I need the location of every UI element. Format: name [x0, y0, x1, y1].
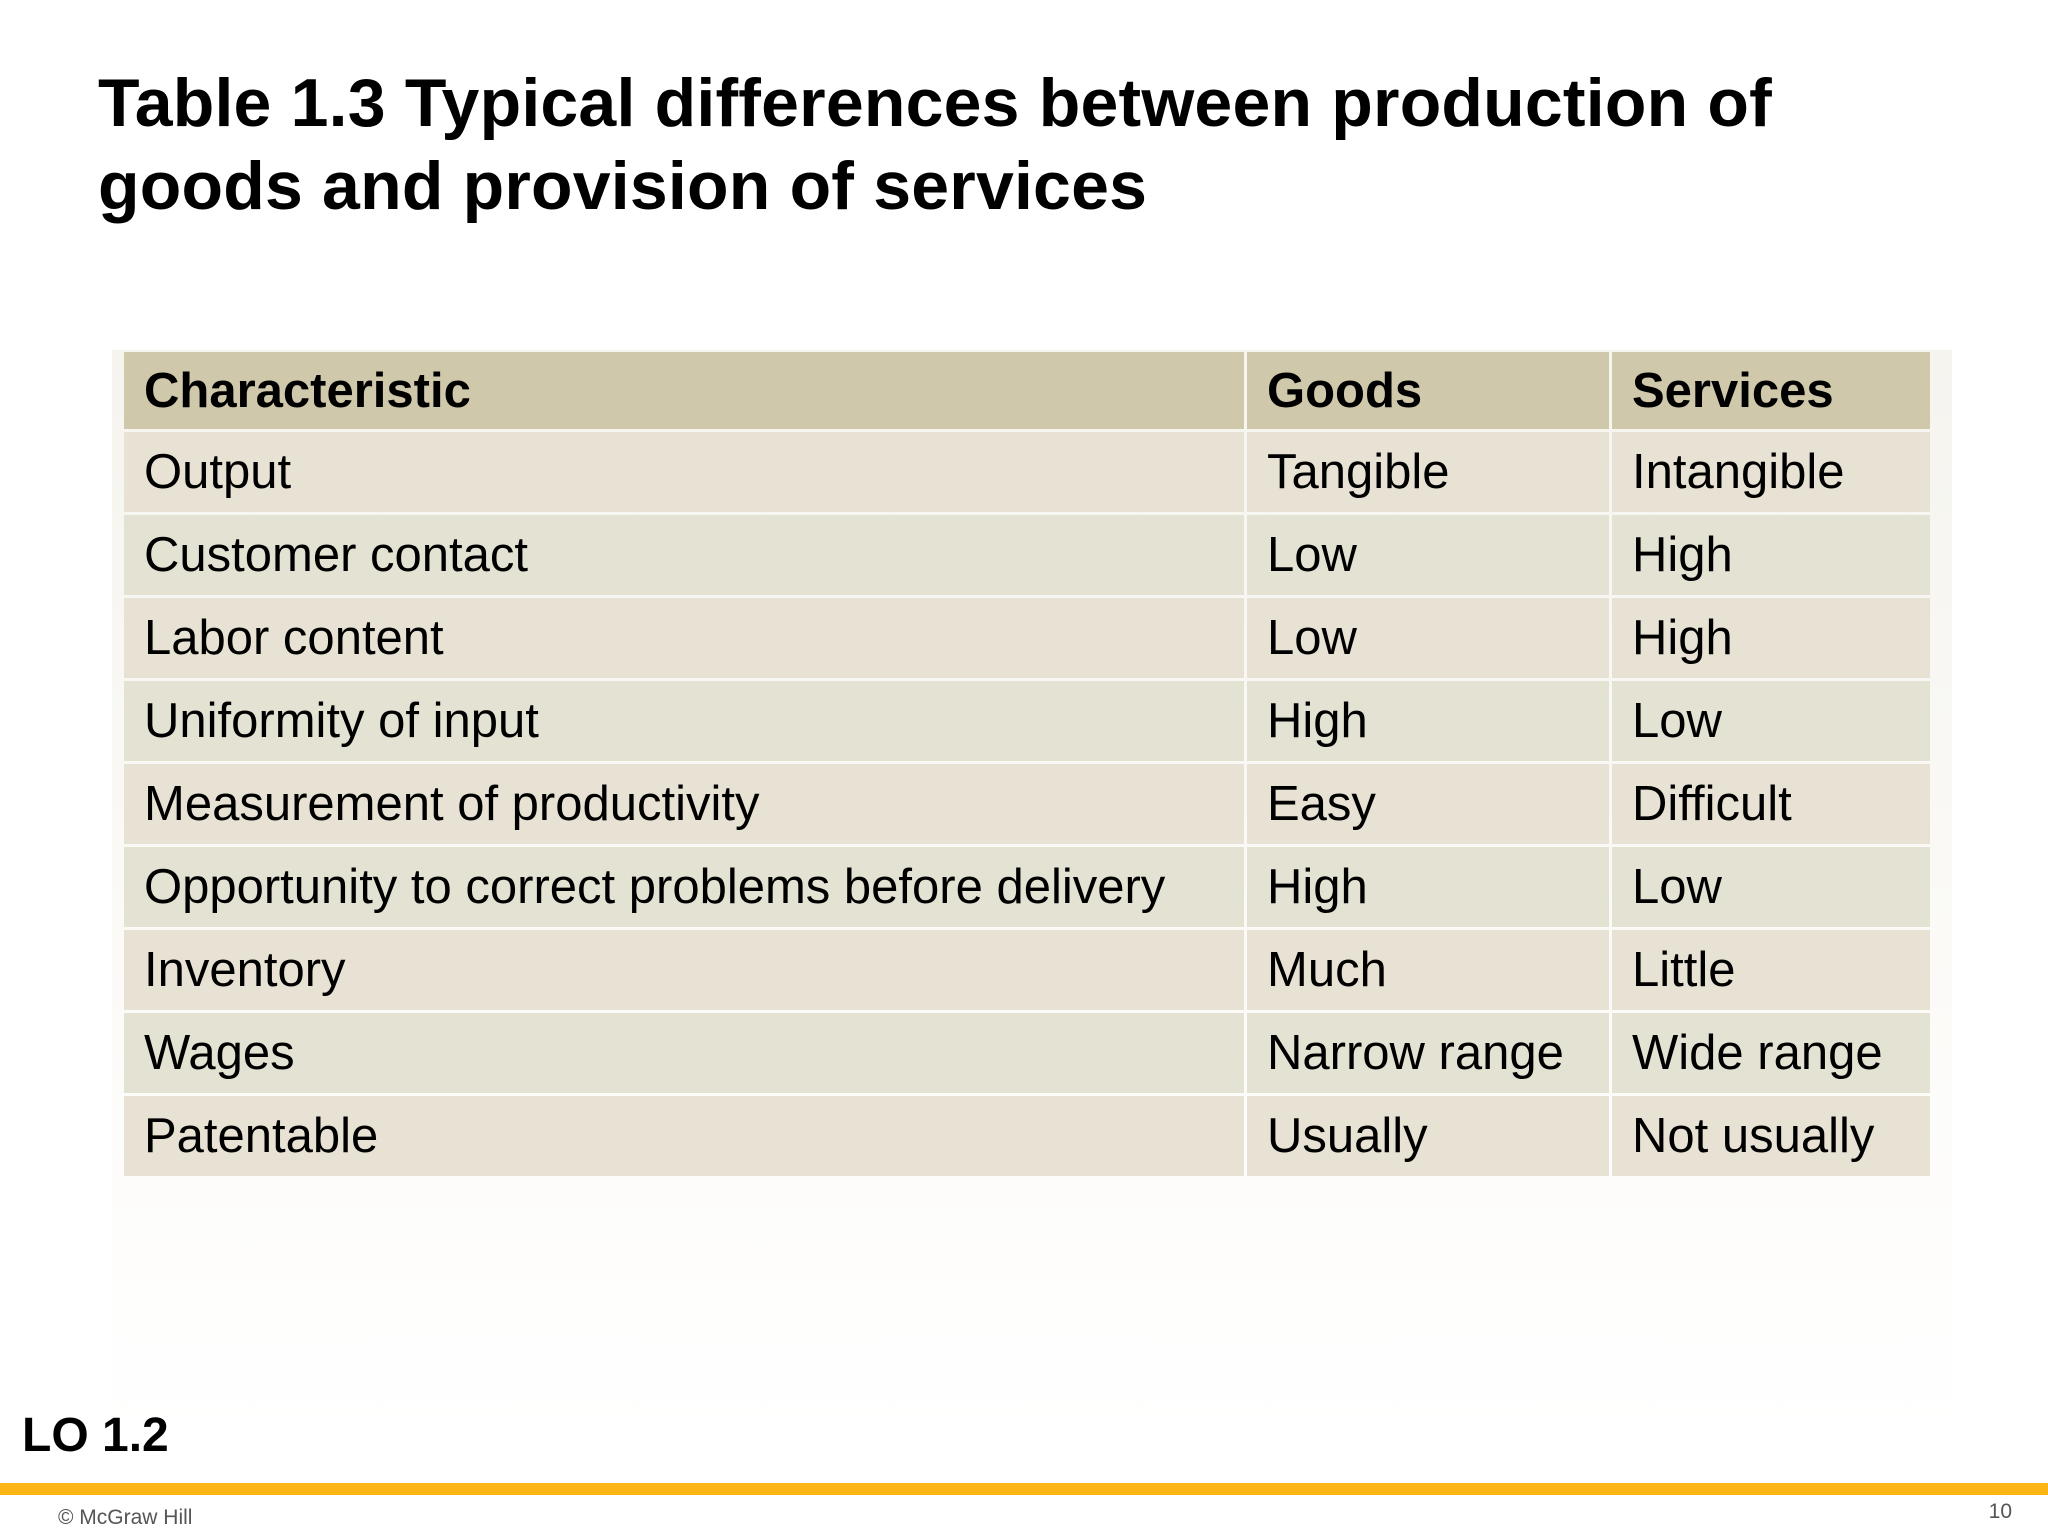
header-characteristic: Characteristic	[124, 352, 1244, 429]
cell-goods: Easy	[1247, 764, 1609, 844]
cell-goods: High	[1247, 681, 1609, 761]
slide-title: Table 1.3 Typical differences between pr…	[98, 62, 1918, 228]
cell-services: Wide range	[1612, 1013, 1930, 1093]
table-row: Labor content Low High	[124, 598, 1930, 678]
cell-goods: High	[1247, 847, 1609, 927]
cell-characteristic: Labor content	[124, 598, 1244, 678]
page-number: 10	[1988, 1500, 2012, 1523]
title-line-2: goods and provision of services	[98, 148, 1148, 224]
cell-goods: Much	[1247, 930, 1609, 1010]
cell-services: Low	[1612, 847, 1930, 927]
cell-characteristic: Measurement of productivity	[124, 764, 1244, 844]
cell-characteristic: Uniformity of input	[124, 681, 1244, 761]
cell-characteristic: Inventory	[124, 930, 1244, 1010]
cell-goods: Usually	[1247, 1096, 1609, 1176]
cell-goods: Low	[1247, 598, 1609, 678]
cell-characteristic: Opportunity to correct problems before d…	[124, 847, 1244, 927]
header-goods: Goods	[1247, 352, 1609, 429]
cell-characteristic: Patentable	[124, 1096, 1244, 1176]
table-row: Inventory Much Little	[124, 930, 1930, 1010]
cell-services: Little	[1612, 930, 1930, 1010]
footer-accent-bar	[0, 1483, 2048, 1495]
learning-objective-label: LO 1.2	[22, 1409, 169, 1462]
table-row: Patentable Usually Not usually	[124, 1096, 1930, 1176]
cell-goods: Tangible	[1247, 432, 1609, 512]
table-row: Customer contact Low High	[124, 515, 1930, 595]
table-row: Measurement of productivity Easy Difficu…	[124, 764, 1930, 844]
cell-services: Intangible	[1612, 432, 1930, 512]
cell-services: Not usually	[1612, 1096, 1930, 1176]
cell-characteristic: Wages	[124, 1013, 1244, 1093]
cell-goods: Low	[1247, 515, 1609, 595]
title-line-1: Table 1.3 Typical differences between pr…	[98, 65, 1773, 141]
cell-services: Difficult	[1612, 764, 1930, 844]
table-header-row: Characteristic Goods Services	[124, 352, 1930, 429]
cell-services: High	[1612, 598, 1930, 678]
cell-services: High	[1612, 515, 1930, 595]
table-row: Uniformity of input High Low	[124, 681, 1930, 761]
table-row: Wages Narrow range Wide range	[124, 1013, 1930, 1093]
header-services: Services	[1612, 352, 1930, 429]
copyright-notice: © McGraw Hill	[58, 1506, 193, 1529]
cell-characteristic: Customer contact	[124, 515, 1244, 595]
table-row: Opportunity to correct problems before d…	[124, 847, 1930, 927]
cell-characteristic: Output	[124, 432, 1244, 512]
comparison-table: Characteristic Goods Services Output Tan…	[121, 349, 1933, 1179]
cell-goods: Narrow range	[1247, 1013, 1609, 1093]
table-row: Output Tangible Intangible	[124, 432, 1930, 512]
cell-services: Low	[1612, 681, 1930, 761]
